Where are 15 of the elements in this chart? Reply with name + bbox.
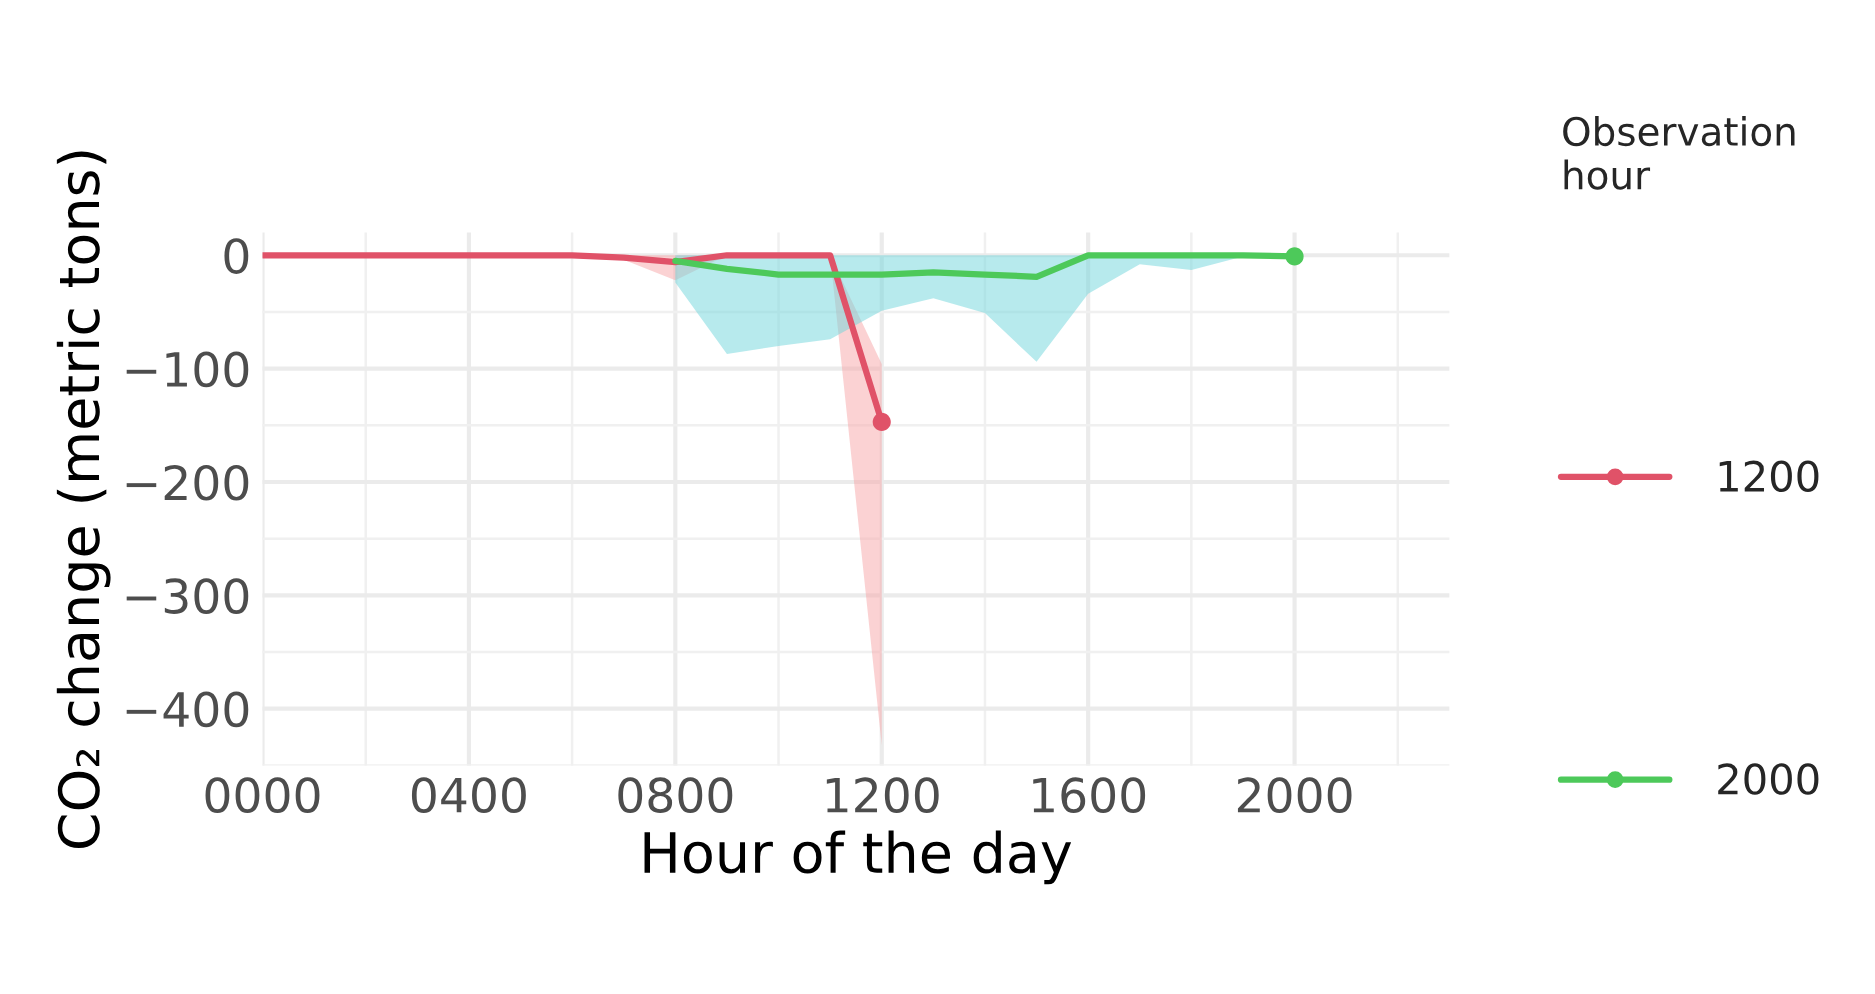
x-axis-title: Hour of the day [644,830,1072,885]
y-tick-label: −200 [126,464,249,501]
y-tick-label: −400 [126,691,249,728]
legend-label: 1200 [1719,460,1819,492]
x-tick-label: 1600 [1033,777,1146,814]
x-tick-label: 0000 [205,777,320,814]
x-tick-label: 0400 [411,777,526,814]
y-tick-label: 0 [224,238,249,274]
y-tick-label: −300 [126,578,249,614]
y-axis-title: CO₂ change (metric tons) [56,151,111,849]
legend-title: Observation hour [1563,116,1795,190]
x-tick-label: 1200 [826,777,939,814]
x-tick-label: 2000 [1237,777,1352,814]
y-tick-label: −100 [126,351,249,388]
x-tick-label: 0800 [618,777,733,814]
